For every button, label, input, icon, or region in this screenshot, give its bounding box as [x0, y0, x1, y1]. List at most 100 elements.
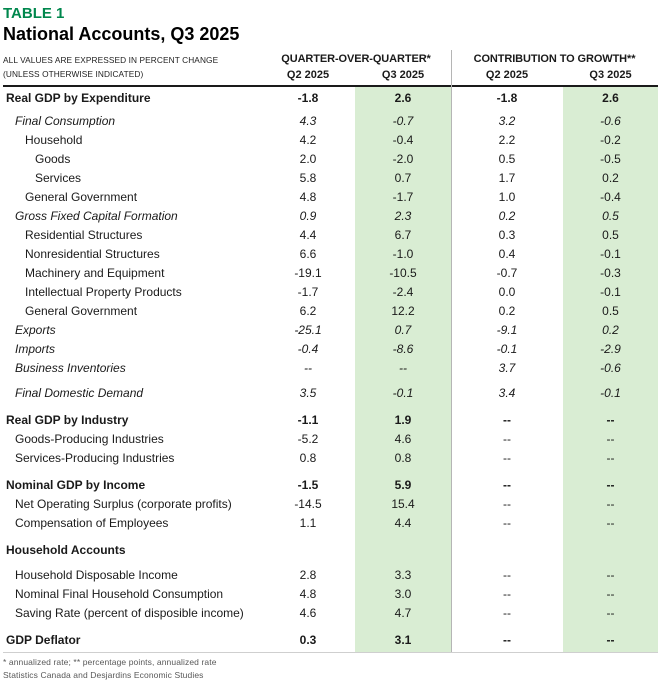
- value-cell: 1.9: [394, 413, 412, 427]
- row-label: Real GDP by Expenditure: [6, 91, 151, 105]
- value-cell: --: [503, 451, 511, 465]
- value-cell: -0.1: [600, 386, 621, 400]
- row-label: Household Disposable Income: [15, 568, 178, 582]
- value-cell: -0.1: [600, 285, 621, 299]
- value-cell: -1.1: [297, 413, 319, 427]
- table-header: ALL VALUES ARE EXPRESSED IN PERCENT CHAN…: [3, 50, 658, 87]
- value-cell: -0.6: [600, 361, 621, 375]
- value-cell: 3.5: [299, 386, 317, 400]
- table-body: Real GDP by Expenditure -1.8 2.6 -1.8 2.6 Fin…: [3, 87, 658, 653]
- value-cell: -0.3: [600, 266, 621, 280]
- value-cell: [355, 541, 451, 560]
- value-cell: 0.7: [394, 171, 412, 185]
- value-cell: 0.5: [602, 209, 619, 223]
- table-row: Nominal Final Household Consumption 4.8 3.…: [3, 585, 658, 604]
- value-cell: --: [503, 478, 511, 492]
- value-cell: --: [606, 568, 615, 582]
- table-row: Machinery and Equipment -19.1 -10.5 -0.7 -0.…: [3, 264, 658, 283]
- table-row: Residential Structures 4.4 6.7 0.3 0.5: [3, 226, 658, 245]
- row-label: Real GDP by Industry: [6, 413, 129, 427]
- value-cell: --: [503, 568, 511, 582]
- value-cell: [563, 541, 658, 560]
- value-cell: --: [503, 633, 511, 647]
- value-cell: -1.0: [392, 247, 414, 261]
- value-cell: -0.1: [392, 386, 414, 400]
- row-label: Imports: [15, 342, 56, 356]
- value-cell: -19.1: [294, 266, 322, 280]
- row-label: Nominal Final Household Consumption: [15, 587, 224, 601]
- table-row: Nominal GDP by Income -1.5 5.9 -- --: [3, 476, 658, 495]
- value-cell: 0.2: [498, 209, 516, 223]
- value-cell: -0.1: [496, 342, 518, 356]
- row-label: Household Accounts: [6, 543, 126, 557]
- value-cell: 4.3: [299, 114, 317, 128]
- table-row: Compensation of Employees 1.1 4.4 -- --: [3, 514, 658, 533]
- value-cell: 0.9: [299, 209, 317, 223]
- units-note-line1: ALL VALUES ARE EXPRESSED IN PERCENT CHAN…: [3, 54, 219, 65]
- value-cell: 2.2: [498, 133, 516, 147]
- value-cell: -1.7: [392, 190, 414, 204]
- table-row: Services 5.8 0.7 1.7 0.2: [3, 169, 658, 188]
- value-cell: 6.7: [394, 228, 412, 242]
- table-row: Household Accounts: [3, 541, 658, 560]
- row-label: Residential Structures: [25, 228, 143, 242]
- table-row: General Government 4.8 -1.7 1.0 -0.4: [3, 188, 658, 207]
- value-cell: --: [606, 478, 615, 492]
- value-cell: 0.5: [602, 304, 619, 318]
- value-cell: 3.0: [394, 587, 412, 601]
- value-cell: 5.8: [299, 171, 317, 185]
- value-cell: 2.6: [394, 91, 412, 105]
- value-cell: 4.7: [394, 606, 412, 620]
- value-cell: -0.1: [600, 247, 621, 261]
- row-label: Compensation of Employees: [15, 516, 169, 530]
- value-cell: 3.7: [498, 361, 516, 375]
- table-row: Final Consumption 4.3 -0.7 3.2 -0.6: [3, 112, 658, 131]
- value-cell: -0.6: [600, 114, 621, 128]
- value-cell: 6.2: [299, 304, 317, 318]
- table-row: General Government 6.2 12.2 0.2 0.5: [3, 302, 658, 321]
- value-cell: -1.8: [297, 91, 319, 105]
- table-row: Real GDP by Industry -1.1 1.9 -- --: [3, 411, 658, 430]
- table-row: Services-Producing Industries 0.8 0.8 -- --: [3, 449, 658, 468]
- value-cell: --: [606, 516, 615, 530]
- value-cell: 3.4: [498, 386, 516, 400]
- value-cell: --: [606, 497, 615, 511]
- column-header-qoq-q2: Q2 2025: [286, 69, 330, 81]
- value-cell: -0.7: [496, 266, 518, 280]
- value-cell: -0.4: [600, 190, 621, 204]
- table-row: Gross Fixed Capital Formation 0.9 2.3 0.2 0.…: [3, 207, 658, 226]
- value-cell: 4.4: [299, 228, 317, 242]
- column-group-contribution-to-growth: CONTRIBUTION TO GROWTH**: [473, 52, 636, 65]
- table-row: Goods 2.0 -2.0 0.5 -0.5: [3, 150, 658, 169]
- value-cell: 2.6: [602, 91, 619, 105]
- table-label: TABLE 1: [3, 5, 65, 22]
- value-cell: --: [503, 606, 511, 620]
- row-label: Intellectual Property Products: [25, 285, 182, 299]
- value-cell: 12.2: [391, 304, 415, 318]
- value-cell: -0.7: [392, 114, 414, 128]
- row-label: Net Operating Surplus (corporate profits…: [15, 497, 232, 511]
- value-cell: 2.0: [299, 152, 317, 166]
- row-label: Business Inventories: [15, 361, 126, 375]
- highlight-band-ctg-q3: [563, 87, 658, 652]
- value-cell: [261, 541, 355, 560]
- value-cell: -1.5: [297, 478, 319, 492]
- value-cell: 1.7: [498, 171, 516, 185]
- row-label: Final Consumption: [15, 114, 116, 128]
- table-units-note: ALL VALUES ARE EXPRESSED IN PERCENT CHAN…: [3, 53, 261, 81]
- value-cell: --: [606, 413, 615, 427]
- value-cell: 1.0: [498, 190, 516, 204]
- row-label: Nonresidential Structures: [25, 247, 160, 261]
- table-row: Household Disposable Income 2.8 3.3 -- --: [3, 566, 658, 585]
- value-cell: -10.5: [389, 266, 417, 280]
- value-cell: 3.2: [498, 114, 516, 128]
- value-cell: 4.4: [394, 516, 412, 530]
- row-label: Services: [35, 171, 82, 185]
- table-row: Final Domestic Demand 3.5 -0.1 3.4 -0.1: [3, 384, 658, 403]
- highlight-band-qoq-q3: [355, 87, 451, 652]
- value-cell: 0.5: [498, 152, 516, 166]
- table-row: Household 4.2 -0.4 2.2 -0.2: [3, 131, 658, 150]
- value-cell: -5.2: [297, 432, 319, 446]
- table-row: Goods-Producing Industries -5.2 4.6 -- --: [3, 430, 658, 449]
- value-cell: 3.1: [394, 633, 412, 647]
